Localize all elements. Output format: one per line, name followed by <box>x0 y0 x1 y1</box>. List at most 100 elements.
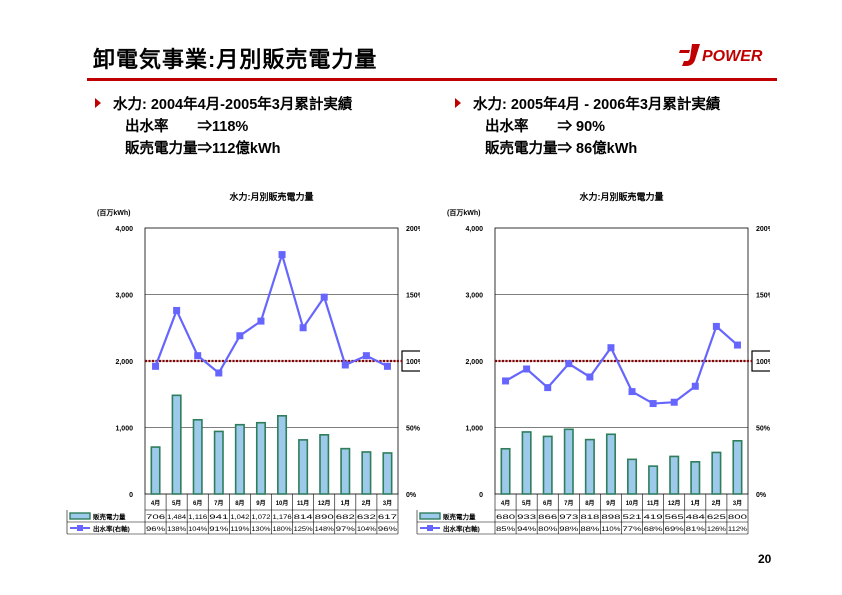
legend-bar-swatch <box>69 512 91 520</box>
legend-line-marker <box>427 525 433 531</box>
bar <box>627 458 638 495</box>
legend-line-label: 出水率(右軸) <box>93 524 130 533</box>
bar-data-label: 565 <box>665 515 685 521</box>
x-tick-label: 3月 <box>383 499 392 507</box>
line-data-label: 148% <box>315 527 335 533</box>
x-tick-label: 2月 <box>362 499 371 507</box>
line-data-label: 85% <box>496 527 516 533</box>
title-divider <box>87 78 777 81</box>
bar <box>171 394 182 495</box>
y2-tick-label: 0% <box>756 492 767 499</box>
line-data-label: 68% <box>644 527 664 533</box>
bar-data-label: 617 <box>378 515 398 521</box>
flow-rate-point <box>362 352 370 360</box>
y-axis-unit-label: (百万kWh) <box>97 209 130 217</box>
slide-title: 卸電気事業:月別販売電力量 <box>93 47 378 72</box>
bar <box>500 447 511 495</box>
x-tick-label: 12月 <box>318 499 331 507</box>
bar <box>213 430 224 495</box>
x-tick-label: 12月 <box>668 499 681 507</box>
y-axis-unit-label: (百万kWh) <box>447 209 480 217</box>
flow-rate-point <box>649 400 657 408</box>
bar <box>521 431 532 495</box>
line-data-label: 91% <box>209 527 229 533</box>
line-data-label: 104% <box>188 527 208 533</box>
left-chart-svg: 水力:月別販売電力量 (百万kWh) 0 1,000 2,000 3,000 4,000 0%… <box>66 191 420 535</box>
flow-rate-point <box>733 341 741 349</box>
y-tick-label: 3,000 <box>115 293 133 300</box>
bar-data-label: 1,116 <box>188 515 208 521</box>
y2-tick-label: 150% <box>406 293 420 300</box>
x-tick-label: 10月 <box>626 499 639 507</box>
x-tick-label: 5月 <box>522 499 531 507</box>
bar <box>234 423 245 495</box>
legend-bar-label: 販売電力量 <box>443 512 476 521</box>
legend-line-label: 出水率(右軸) <box>443 524 480 533</box>
flow-rate-point <box>670 398 678 406</box>
x-tick-label: 5月 <box>172 499 181 507</box>
chart-title: 水力:月別販売電力量 <box>230 191 314 202</box>
line-data-label: 94% <box>517 527 537 533</box>
flow-rate-point <box>341 361 349 369</box>
bar-data-label: 973 <box>559 515 579 521</box>
bar-data-label: 682 <box>336 515 356 521</box>
bar-data-label: 484 <box>686 515 706 521</box>
x-tick-label: 8月 <box>585 499 594 507</box>
bullet-arrow-icon <box>95 98 101 108</box>
bar-data-label: 419 <box>644 515 664 521</box>
y2-tick-label: 100% <box>406 359 420 366</box>
y2-tick-label: 150% <box>756 293 770 300</box>
left-summary-heading: 水力: 2004年4月-2005年3月累計実績 <box>113 97 353 113</box>
left-summary-sales: 販売電力量⇒112億kWh <box>125 141 281 157</box>
bar-data-label: 898 <box>601 515 621 521</box>
x-tick-label: 2月 <box>712 499 721 507</box>
bar <box>542 435 553 495</box>
y-tick-label: 2,000 <box>115 359 133 366</box>
flow-rate-line <box>504 324 739 405</box>
bar <box>192 418 203 495</box>
legend-bar-swatch <box>419 512 441 520</box>
chart-title: 水力:月別販売電力量 <box>580 191 664 202</box>
line-data-label: 97% <box>336 527 356 533</box>
bar <box>563 428 574 495</box>
flow-rate-point <box>194 352 202 360</box>
right-summary: 水力: 2005年4月 - 2006年3月累計実績 出水率 ⇒ 90% 販売電力… <box>455 94 720 160</box>
bar-data-label: 1,176 <box>273 515 293 521</box>
bar <box>584 438 595 495</box>
line-data-label: 112% <box>728 527 748 533</box>
y-tick-label: 1,000 <box>465 426 483 433</box>
flow-rate-point <box>523 365 531 373</box>
y2-tick-label: 100% <box>756 359 770 366</box>
line-data-label: 69% <box>665 527 685 533</box>
line-data-label: 104% <box>357 527 377 533</box>
right-summary-flow-rate: 出水率 ⇒ 90% <box>485 119 606 135</box>
y2-tick-label: 200% <box>756 226 770 233</box>
bar <box>690 461 701 495</box>
line-data-label: 81% <box>686 527 706 533</box>
flow-rate-point <box>257 317 265 325</box>
line-data-label: 119% <box>230 527 250 533</box>
bar <box>277 414 288 495</box>
flow-rate-point <box>236 332 244 340</box>
y2-tick-label: 50% <box>406 426 420 433</box>
x-tick-label: 9月 <box>256 499 265 507</box>
bar <box>319 434 330 495</box>
bar <box>298 439 309 495</box>
line-data-label: 96% <box>146 527 166 533</box>
flow-rate-point <box>712 322 720 330</box>
y-tick-label: 1,000 <box>115 426 133 433</box>
line-data-label: 180% <box>273 527 293 533</box>
bar-data-label: 814 <box>294 515 314 521</box>
bar-data-label: 632 <box>357 515 377 521</box>
y2-tick-label: 0% <box>406 492 417 499</box>
flow-rate-point <box>586 373 594 381</box>
legend-line-marker <box>77 525 83 531</box>
jpower-logo: POWER <box>678 42 778 68</box>
bar-data-label: 521 <box>623 515 643 521</box>
bar-data-label: 1,484 <box>167 515 187 521</box>
left-summary-flow-rate: 出水率 ⇒118% <box>125 119 249 135</box>
bar <box>382 452 393 495</box>
y-tick-label: 4,000 <box>115 226 133 233</box>
flow-rate-point <box>278 251 286 259</box>
flow-rate-point <box>691 382 699 390</box>
